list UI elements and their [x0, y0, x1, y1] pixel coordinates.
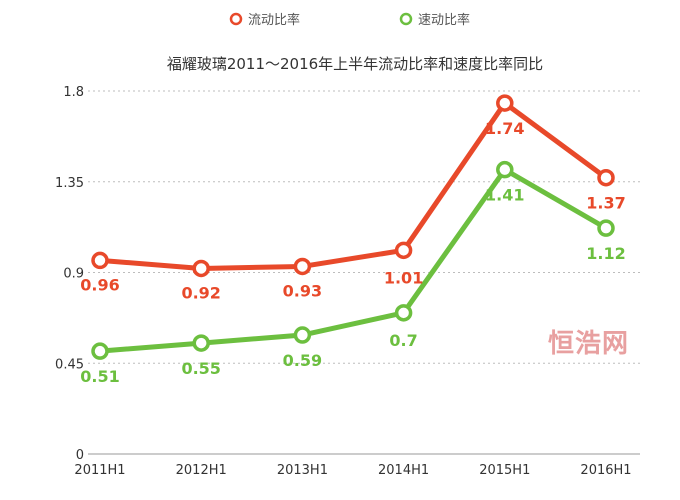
data-label: 0.55 — [181, 359, 220, 378]
legend-label-quick-ratio: 速动比率 — [418, 12, 470, 28]
data-point[interactable] — [496, 94, 514, 112]
data-point[interactable] — [394, 241, 413, 260]
data-point[interactable] — [91, 251, 109, 270]
data-label: 0.59 — [283, 351, 322, 370]
legend-item-current-ratio[interactable]: 流动比率 — [229, 12, 300, 28]
series-line-0 — [97, 100, 609, 271]
data-point[interactable] — [496, 160, 514, 179]
y-axis-ticks: 0 0.45 0.9 1.35 1.8 — [55, 85, 84, 463]
series-layer — [91, 94, 615, 360]
data-label: 1.01 — [384, 268, 423, 287]
data-label: 0.93 — [283, 281, 322, 300]
data-label-layer: 0.96 0.92 0.93 1.01 1.74 1.37 0.51 0.55 0.59 0.7 1… — [80, 119, 625, 386]
legend-marker-quick-ratio — [399, 12, 413, 26]
x-tick-label: 2011H1 — [74, 463, 125, 478]
data-label: 0.51 — [80, 367, 119, 386]
x-tick-label: 2013H1 — [277, 463, 328, 478]
series-line-1 — [97, 167, 609, 354]
legend-item-quick-ratio[interactable]: 速动比率 — [399, 12, 470, 28]
legend-label-current-ratio: 流动比率 — [248, 12, 300, 28]
data-point[interactable] — [91, 342, 109, 360]
x-tick-label: 2015H1 — [479, 463, 530, 478]
watermark-text: 恒浩网 — [548, 329, 629, 359]
grid-layer — [88, 90, 640, 364]
legend-marker-current-ratio — [229, 12, 243, 26]
y-tick-label: 1.8 — [63, 85, 84, 100]
y-tick-label: 0.9 — [63, 267, 84, 282]
data-point[interactable] — [394, 304, 413, 322]
data-label: 0.96 — [80, 275, 119, 294]
data-point[interactable] — [192, 259, 210, 278]
data-point[interactable] — [192, 334, 210, 352]
data-label: 1.37 — [586, 194, 625, 213]
data-label: 1.12 — [586, 244, 625, 263]
x-tick-label: 2016H1 — [580, 463, 631, 478]
x-tick-label: 2012H1 — [176, 463, 227, 478]
y-tick-label: 1.35 — [55, 176, 84, 191]
data-point[interactable] — [597, 219, 615, 237]
data-point[interactable] — [293, 326, 312, 344]
data-label: 1.74 — [485, 119, 524, 138]
data-point[interactable] — [597, 168, 615, 187]
x-axis-ticks: 2011H1 2012H1 2013H1 2014H1 2015H1 2016H1 — [74, 463, 631, 478]
x-tick-label: 2014H1 — [378, 463, 429, 478]
chart-title: 福耀玻璃2011～2016年上半年流动比率和速度比率同比 — [167, 55, 543, 73]
data-label: 0.7 — [389, 331, 417, 350]
data-label: 1.41 — [485, 186, 524, 205]
legend: 流动比率 速动比率 — [229, 12, 470, 28]
y-tick-label: 0.45 — [55, 357, 84, 372]
data-label: 0.92 — [181, 283, 220, 302]
data-point[interactable] — [293, 257, 312, 276]
y-tick-label: 0 — [76, 448, 84, 463]
